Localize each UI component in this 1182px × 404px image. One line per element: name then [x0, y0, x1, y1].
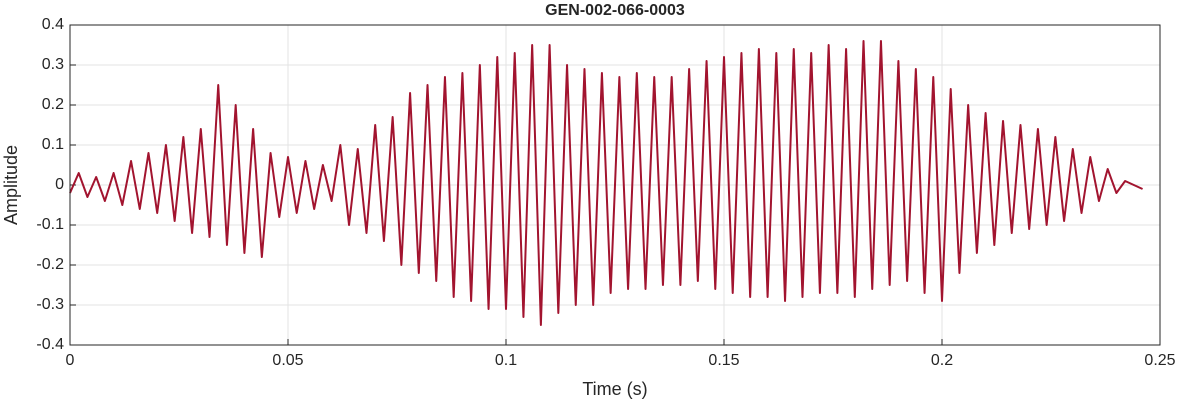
y-tick-label: 0.1 — [42, 136, 64, 153]
x-tick-label: 0.05 — [272, 352, 303, 369]
chart-title: GEN-002-066-0003 — [545, 2, 685, 19]
waveform-line — [69, 40, 1143, 326]
x-tick-label: 0.25 — [1144, 352, 1175, 369]
y-tick-label: 0 — [55, 176, 64, 193]
y-axis-label: Amplitude — [1, 145, 21, 225]
x-tick-label: 0 — [66, 352, 75, 369]
x-axis-label: Time (s) — [582, 379, 647, 399]
x-tick-label: 0.1 — [495, 352, 517, 369]
y-tick-label: 0.2 — [42, 96, 64, 113]
y-tick-label: -0.1 — [36, 216, 64, 233]
plot-frame — [69, 24, 1161, 346]
y-tick-label: -0.2 — [36, 256, 64, 273]
x-tick-label: 0.2 — [931, 352, 953, 369]
y-tick-label: -0.3 — [36, 296, 64, 313]
y-tick-label: -0.4 — [36, 336, 64, 353]
y-tick-label: 0.3 — [42, 56, 64, 73]
y-tick-label: 0.4 — [42, 16, 64, 33]
x-tick-label: 0.15 — [708, 352, 739, 369]
